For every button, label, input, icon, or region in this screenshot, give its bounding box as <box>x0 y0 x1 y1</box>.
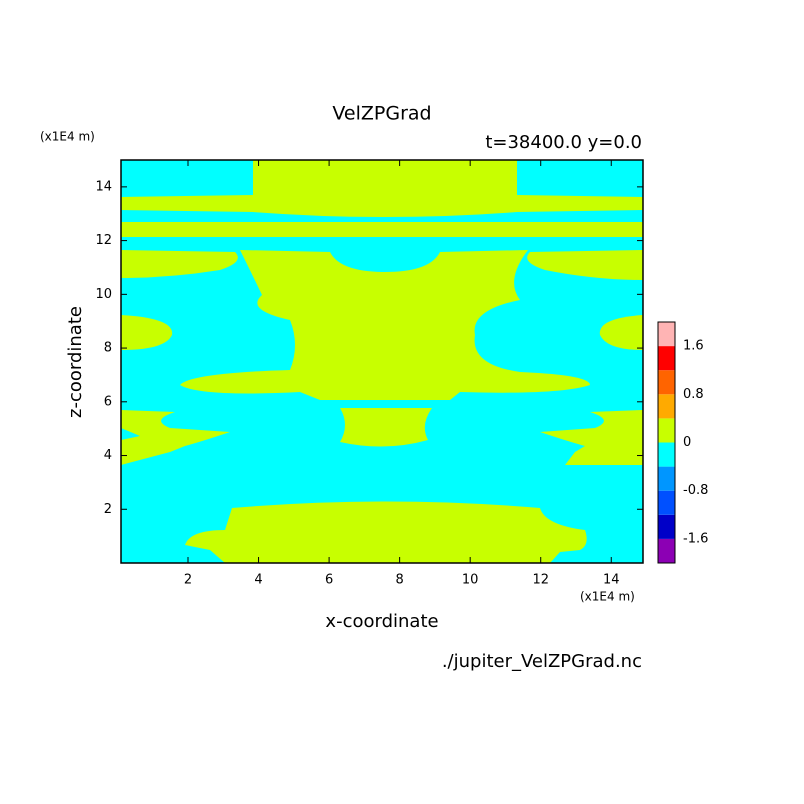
colorbar-swatch <box>658 346 675 371</box>
y-axis-label: z-coordinate <box>65 306 86 418</box>
y-tick-label: 8 <box>104 341 112 356</box>
colorbar-frame <box>657 321 676 564</box>
chart-subtitle: t=38400.0 y=0.0 <box>485 132 642 153</box>
colorbar-label: -0.8 <box>683 483 708 498</box>
x-tick-label: 6 <box>325 573 333 588</box>
contour-region <box>540 410 643 465</box>
contour-region <box>121 315 173 350</box>
colorbar-label: 1.6 <box>683 339 704 354</box>
y-tick-label: 10 <box>95 287 112 302</box>
contour-region <box>599 315 643 350</box>
colorbar-swatch <box>658 370 675 395</box>
x-unit: (x1E4 m) <box>580 590 635 604</box>
chart-title: VelZPGrad <box>332 103 431 125</box>
x-tick-label: 12 <box>532 573 549 588</box>
colorbar-swatch <box>658 538 675 563</box>
x-axis-label: x-coordinate <box>325 611 438 632</box>
contour-regions <box>121 160 643 563</box>
colorbar-label: 0 <box>683 435 691 450</box>
colorbar-swatch <box>658 466 675 491</box>
contour-region <box>340 408 432 447</box>
x-tick-label: 2 <box>184 573 192 588</box>
x-tick-label: 4 <box>254 573 262 588</box>
colorbar-swatch <box>658 514 675 539</box>
contour-region <box>121 160 643 217</box>
colorbar-swatch <box>658 394 675 419</box>
contour-region <box>180 250 590 400</box>
source-file: ./jupiter_VelZPGrad.nc <box>442 651 642 672</box>
colorbar-label: 0.8 <box>683 387 704 402</box>
plot-frame <box>120 159 644 564</box>
x-tick-label: 14 <box>603 573 620 588</box>
contour-region <box>185 501 587 563</box>
y-tick-label: 2 <box>104 502 112 517</box>
colorbar-swatch <box>658 322 675 347</box>
colorbar-swatch <box>658 418 675 443</box>
x-tick-label: 8 <box>395 573 403 588</box>
colorbar-swatch <box>658 442 675 467</box>
y-tick-label: 6 <box>104 394 112 409</box>
y-tick-label: 14 <box>95 179 112 194</box>
y-tick-label: 4 <box>104 448 112 463</box>
contour-region <box>121 410 230 465</box>
contour-region <box>527 250 643 280</box>
colorbar-swatch <box>658 490 675 515</box>
contour-region <box>121 222 643 237</box>
x-tick-label: 10 <box>462 573 479 588</box>
y-unit: (x1E4 m) <box>40 130 95 144</box>
contour-region <box>121 250 238 278</box>
colorbar-label: -1.6 <box>683 531 708 546</box>
y-tick-label: 12 <box>95 233 112 248</box>
